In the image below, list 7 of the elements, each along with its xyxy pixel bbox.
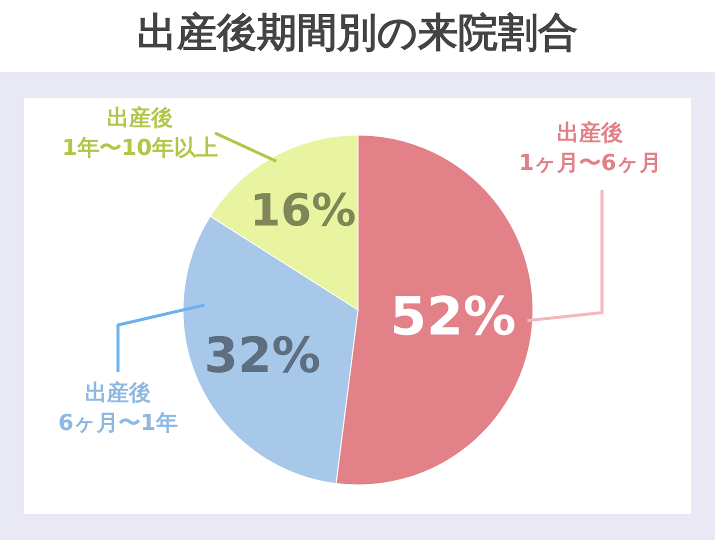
data-label: 32%	[204, 328, 321, 384]
data-label: 16%	[250, 186, 356, 237]
slice-label: 出産後 1年〜10年以上	[62, 105, 218, 161]
data-label: 52%	[390, 286, 516, 348]
slice-label: 出産後 6ヶ月〜1年	[58, 380, 178, 436]
chart-title: 出産後期間別の来院割合	[137, 9, 578, 56]
slice-label: 出産後 1ヶ月〜6ヶ月	[518, 120, 662, 176]
